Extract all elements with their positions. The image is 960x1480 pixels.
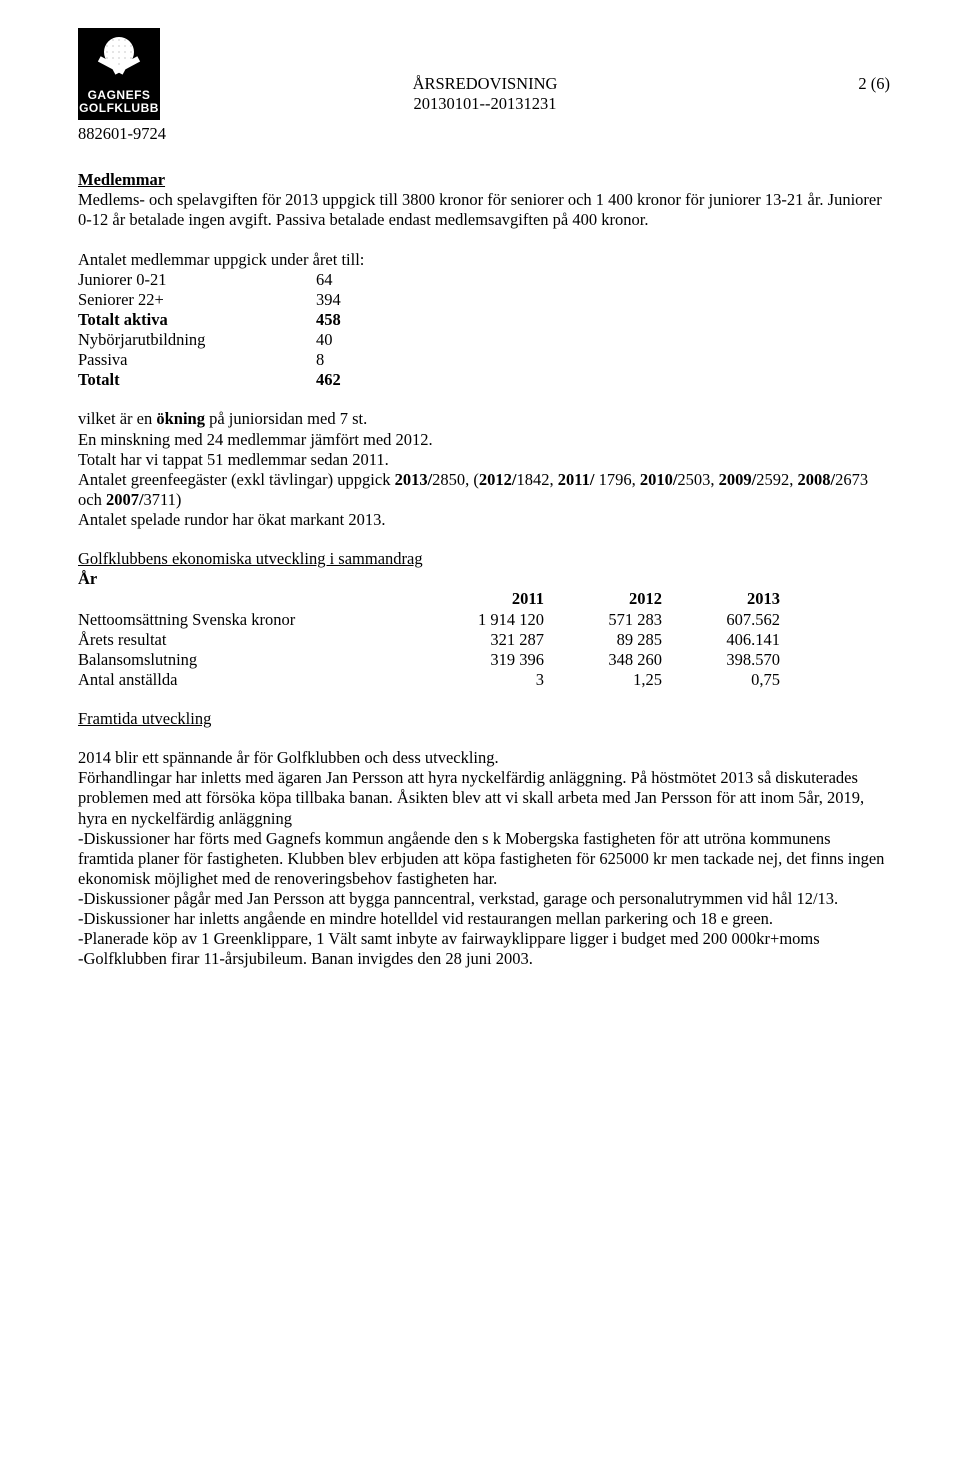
- economy-row-value: 571 283: [544, 610, 662, 630]
- economy-row-label: Balansomslutning: [78, 650, 426, 670]
- document-body: Medlemmar Medlems- och spelavgiften för …: [78, 170, 890, 969]
- member-row-label: Seniorer 22+: [78, 290, 316, 310]
- p6-c: 2850, (: [432, 470, 479, 489]
- member-row-label: Nybörjarutbildning: [78, 330, 316, 350]
- economy-row-value: 0,75: [662, 670, 780, 690]
- member-row-value: 40: [316, 330, 376, 350]
- member-row: Totalt462: [78, 370, 376, 390]
- p6-h: 2010/: [640, 470, 678, 489]
- p6-d: 2012/: [479, 470, 517, 489]
- economy-row-label: Nettoomsättning Svenska kronor: [78, 610, 426, 630]
- medlemmar-p2: Antalet medlemmar uppgick under året til…: [78, 250, 890, 270]
- economy-year: 2012: [544, 589, 662, 609]
- economy-row-value: 406.141: [662, 630, 780, 650]
- heading-medlemmar: Medlemmar: [78, 170, 165, 189]
- p6-e: 1842,: [517, 470, 558, 489]
- member-row-label: Passiva: [78, 350, 316, 370]
- p6-l: 2008/: [798, 470, 836, 489]
- economy-table: 201120122013Nettoomsättning Svenska kron…: [78, 589, 780, 690]
- framtid-p6: -Planerade köp av 1 Greenklippare, 1 Väl…: [78, 929, 890, 949]
- economy-header-row: 201120122013: [78, 589, 780, 609]
- economy-row-value: 3: [426, 670, 544, 690]
- member-row: Passiva8: [78, 350, 376, 370]
- member-row: Totalt aktiva458: [78, 310, 376, 330]
- economy-row: Antal anställda31,250,75: [78, 670, 780, 690]
- logo-line2: GOLFKLUBB: [79, 101, 159, 115]
- doc-period: 20130101--20131231: [160, 94, 810, 114]
- logo-text: GAGNEFS GOLFKLUBB: [79, 89, 159, 114]
- medlemmar-p5: Totalt har vi tappat 51 medlemmar sedan …: [78, 450, 890, 470]
- member-row-value: 394: [316, 290, 376, 310]
- member-row-value: 458: [316, 310, 376, 330]
- year-label: År: [78, 569, 890, 589]
- economy-row: Årets resultat321 28789 285406.141: [78, 630, 780, 650]
- heading-framtid: Framtida utveckling: [78, 709, 211, 728]
- medlemmar-p3: vilket är en ökning på juniorsidan med 7…: [78, 409, 890, 429]
- heading-economy: Golfklubbens ekonomiska utveckling i sam…: [78, 549, 423, 568]
- medlemmar-p1: Medlems- och spelavgiften för 2013 uppgi…: [78, 190, 890, 230]
- p6-i: 2503,: [677, 470, 718, 489]
- economy-row-value: 398.570: [662, 650, 780, 670]
- page-header: GAGNEFS GOLFKLUBB ÅRSREDOVISNING 2013010…: [78, 28, 890, 120]
- doc-title: ÅRSREDOVISNING: [160, 74, 810, 94]
- p6-b: 2013/: [395, 470, 433, 489]
- member-row-label: Totalt: [78, 370, 316, 390]
- member-count-table: Juniorer 0-2164Seniorer 22+394Totalt akt…: [78, 270, 376, 391]
- member-row: Nybörjarutbildning40: [78, 330, 376, 350]
- economy-row-label: Antal anställda: [78, 670, 426, 690]
- medlemmar-p6: Antalet greenfeegäster (exkl tävlingar) …: [78, 470, 890, 510]
- economy-row-label: Årets resultat: [78, 630, 426, 650]
- p6-j: 2009/: [719, 470, 757, 489]
- p6-n: 2007/: [106, 490, 144, 509]
- member-row-label: Juniorer 0-21: [78, 270, 316, 290]
- economy-row-value: 1 914 120: [426, 610, 544, 630]
- p6-g: 1796,: [594, 470, 639, 489]
- framtid-p4: -Diskussioner pågår med Jan Persson att …: [78, 889, 890, 909]
- p6-k: 2592,: [756, 470, 797, 489]
- p3-bold: ökning: [156, 409, 205, 428]
- framtid-p2: Förhandlingar har inletts med ägaren Jan…: [78, 768, 890, 828]
- framtid-p1: 2014 blir ett spännande år för Golfklubb…: [78, 748, 890, 768]
- p6-f: 2011/: [558, 470, 595, 489]
- economy-header-blank: [78, 589, 426, 609]
- economy-row: Nettoomsättning Svenska kronor1 914 1205…: [78, 610, 780, 630]
- economy-year: 2013: [662, 589, 780, 609]
- economy-year: 2011: [426, 589, 544, 609]
- medlemmar-p7: Antalet spelade rundor har ökat markant …: [78, 510, 890, 530]
- economy-row-value: 319 396: [426, 650, 544, 670]
- tee-icon: [98, 69, 140, 83]
- member-row: Juniorer 0-2164: [78, 270, 376, 290]
- header-title-block: ÅRSREDOVISNING 20130101--20131231: [160, 28, 810, 114]
- economy-row-value: 321 287: [426, 630, 544, 650]
- framtid-p7: -Golfklubben firar 11-årsjubileum. Banan…: [78, 949, 890, 969]
- p6-o: 3711): [144, 490, 182, 509]
- member-row-value: 462: [316, 370, 376, 390]
- member-row-value: 8: [316, 350, 376, 370]
- economy-row-value: 607.562: [662, 610, 780, 630]
- p3-pre: vilket är en: [78, 409, 156, 428]
- framtid-p5: -Diskussioner har inletts angående en mi…: [78, 909, 890, 929]
- medlemmar-p4: En minskning med 24 medlemmar jämfört me…: [78, 430, 890, 450]
- framtid-p3: -Diskussioner har förts med Gagnefs komm…: [78, 829, 890, 889]
- member-row: Seniorer 22+394: [78, 290, 376, 310]
- economy-row-value: 89 285: [544, 630, 662, 650]
- page-number: 2 (6): [810, 28, 890, 94]
- p6-a: Antalet greenfeegäster (exkl tävlingar) …: [78, 470, 395, 489]
- org-number: 882601-9724: [78, 124, 890, 144]
- economy-row: Balansomslutning319 396348 260398.570: [78, 650, 780, 670]
- member-row-label: Totalt aktiva: [78, 310, 316, 330]
- p3-post: på juniorsidan med 7 st.: [205, 409, 367, 428]
- club-logo: GAGNEFS GOLFKLUBB: [78, 28, 160, 120]
- economy-row-value: 1,25: [544, 670, 662, 690]
- member-row-value: 64: [316, 270, 376, 290]
- economy-row-value: 348 260: [544, 650, 662, 670]
